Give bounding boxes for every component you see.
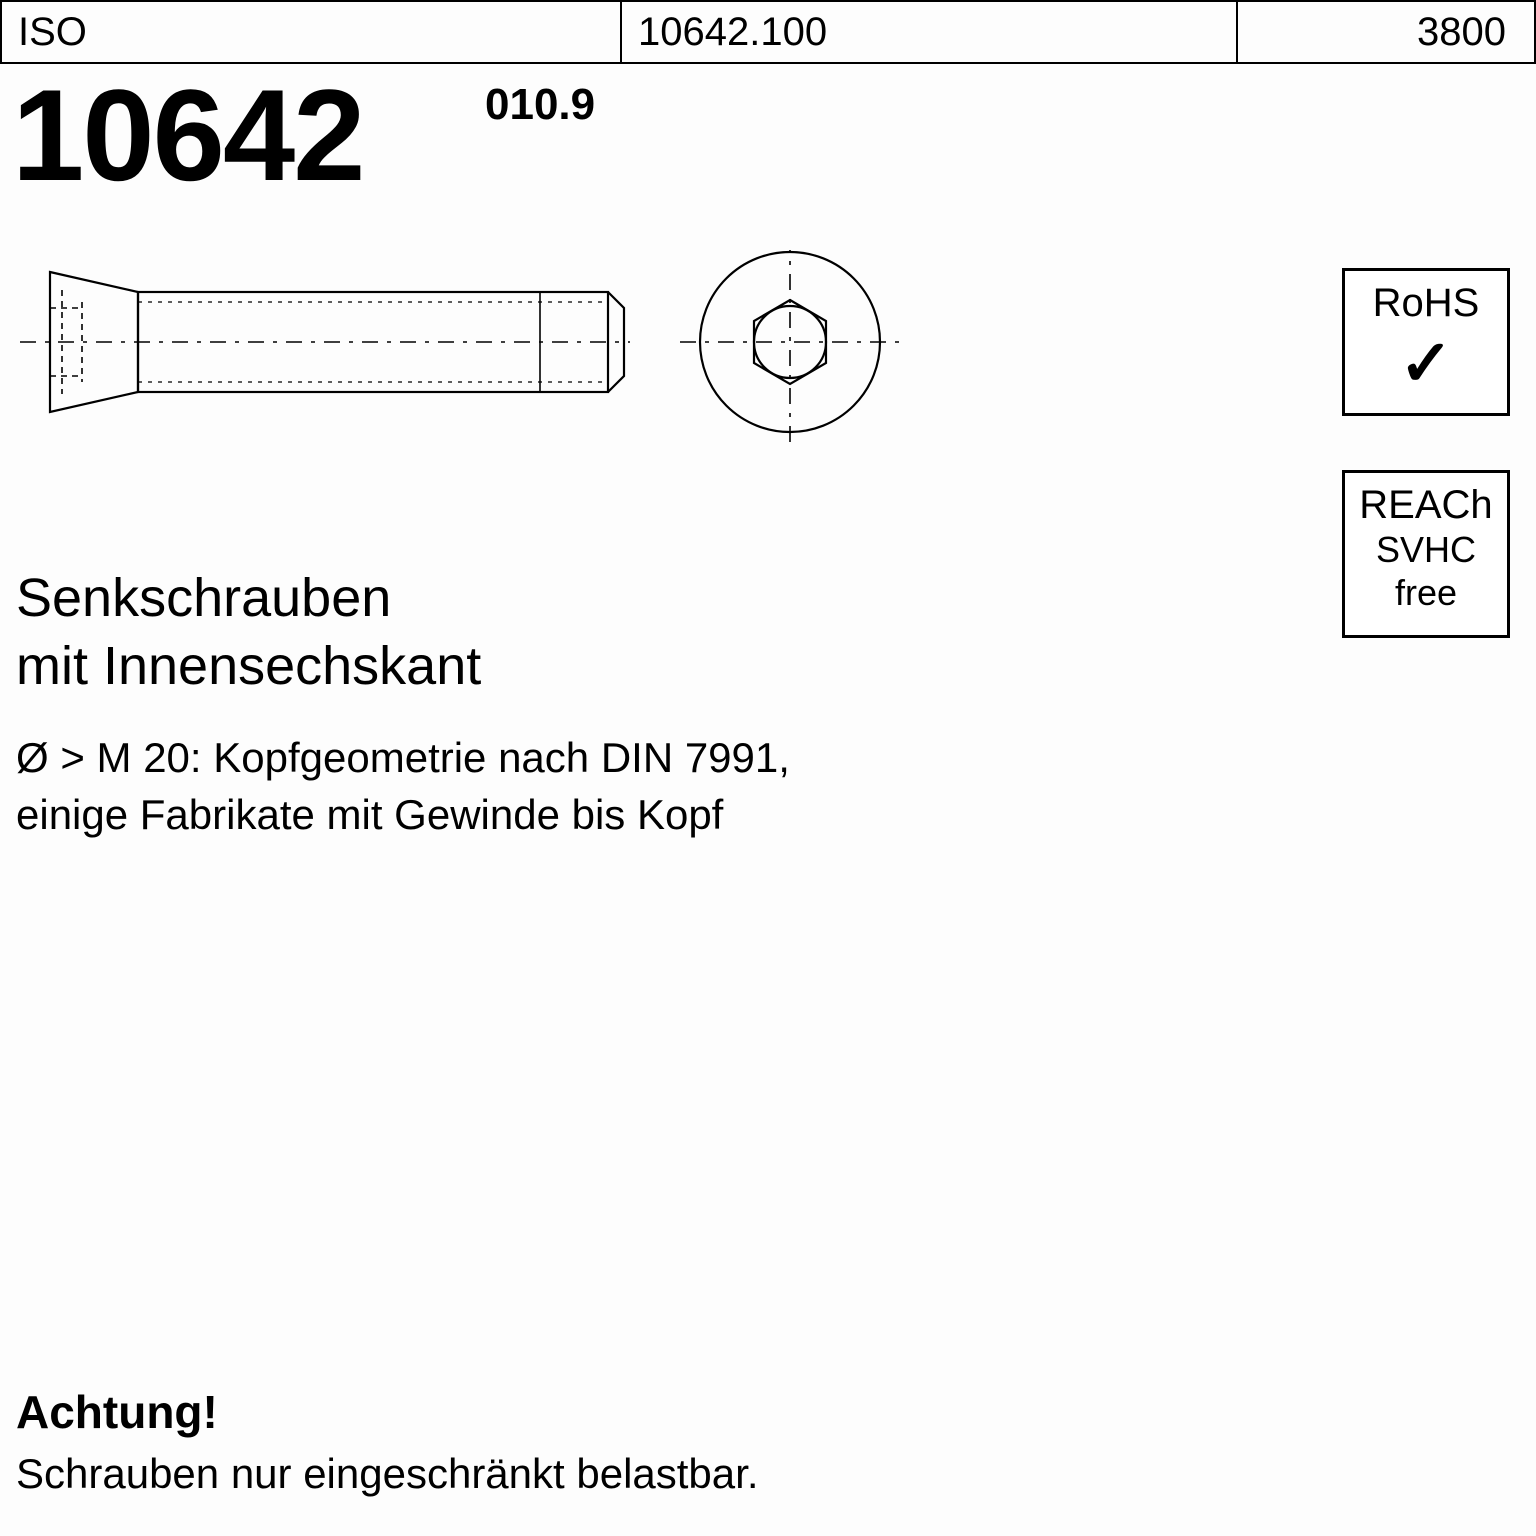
header-middle: 10642.100 (622, 2, 1238, 62)
warning-text: Schrauben nur eingeschränkt belastbar. (16, 1450, 759, 1498)
reach-line2: SVHC (1351, 529, 1501, 570)
datasheet-page: ISO 10642.100 3800 10642 010.9 (0, 0, 1536, 1536)
standard-number: 10642 (12, 70, 364, 200)
rohs-badge: RoHS ✓ (1342, 268, 1510, 416)
warning-title: Achtung! (16, 1385, 218, 1439)
note-line2: einige Fabrikate mit Gewinde bis Kopf (16, 787, 790, 844)
reach-line3: free (1351, 572, 1501, 613)
header-left: ISO (2, 2, 622, 62)
reach-line1: REACh (1351, 483, 1501, 527)
title-line2: mit Innensechskant (16, 633, 481, 701)
technical-drawing (20, 250, 920, 470)
header-right: 3800 (1238, 2, 1534, 62)
check-icon: ✓ (1351, 331, 1501, 395)
header-row: ISO 10642.100 3800 (0, 0, 1536, 64)
reach-badge: REACh SVHC free (1342, 470, 1510, 638)
rohs-label: RoHS (1351, 281, 1501, 325)
geometry-note: Ø > M 20: Kopfgeometrie nach DIN 7991, e… (16, 730, 790, 843)
strength-grade: 010.9 (485, 80, 595, 130)
title-line1: Senkschrauben (16, 565, 481, 633)
note-line1: Ø > M 20: Kopfgeometrie nach DIN 7991, (16, 730, 790, 787)
product-title: Senkschrauben mit Innensechskant (16, 565, 481, 700)
